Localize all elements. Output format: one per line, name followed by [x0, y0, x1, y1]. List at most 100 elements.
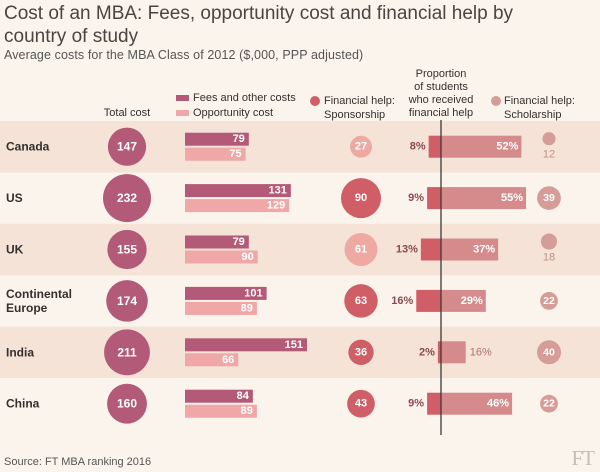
opportunity-bar [185, 404, 257, 418]
total-cost-label: 211 [117, 345, 137, 359]
total-cost-label: 147 [117, 140, 137, 154]
source-note: Source: FT MBA ranking 2016 [4, 456, 152, 468]
total-cost-circle [106, 280, 148, 322]
sponsorship-circle [348, 339, 374, 365]
sponsorship-label: 61 [355, 244, 367, 256]
proportion-right-label: 16% [470, 346, 492, 358]
opportunity-bar [185, 199, 290, 213]
proportion-right-bar [441, 392, 513, 415]
proportion-left-bar [416, 289, 441, 312]
opportunity-bar [185, 301, 257, 315]
proportion-left-bar [428, 135, 441, 158]
fees-bar [185, 132, 249, 146]
sponsorship-circle [350, 135, 372, 158]
scholarship-label: 22 [543, 295, 555, 307]
total-cost-label: 232 [117, 191, 137, 205]
total-cost-circle [104, 329, 150, 376]
legend-scholarship-label: Scholarship [504, 109, 561, 121]
opportunity-label: 66 [222, 354, 234, 366]
country-label: Canada [6, 140, 50, 154]
proportion-right-label: 29% [461, 295, 483, 307]
scholarship-label: 40 [543, 346, 555, 358]
fees-label: 79 [233, 236, 245, 248]
chart-subtitle: Average costs for the MBA Class of 2012 … [4, 48, 364, 62]
proportion-left-label: 16% [391, 295, 413, 307]
opportunity-bar [185, 147, 246, 161]
legend-sponsorship-label: Financial help: [324, 95, 395, 107]
scholarship-circle [542, 132, 556, 146]
opportunity-label: 75 [229, 148, 241, 160]
country-label: Continental [6, 287, 72, 301]
scholarship-circle [537, 340, 561, 365]
fees-bar [185, 184, 291, 198]
proportion-right-bar [441, 135, 522, 158]
total-cost-circle [103, 174, 151, 223]
legend-sponsorship-label: Sponsorship [324, 109, 385, 121]
total-cost-label: 174 [117, 294, 137, 308]
proportion-left-label: 13% [396, 244, 418, 256]
opportunity-label: 89 [241, 405, 253, 417]
total-cost-label: 160 [117, 397, 137, 411]
fees-label: 151 [285, 339, 303, 351]
total-cost-circle [107, 127, 147, 166]
fees-bar [185, 338, 307, 352]
proportion-left-bar [420, 238, 441, 261]
header-proportion: who received [408, 94, 474, 106]
opportunity-label: 90 [241, 251, 253, 263]
fees-label: 101 [244, 287, 262, 299]
proportion-left-label: 2% [419, 346, 435, 358]
header-total-cost: Total cost [104, 107, 150, 119]
scholarship-label: 39 [543, 192, 555, 204]
proportion-left-label: 9% [408, 398, 424, 410]
total-cost-label: 155 [117, 243, 137, 257]
opportunity-bar [185, 250, 258, 264]
fees-bar [185, 286, 267, 300]
sponsorship-circle [344, 284, 378, 318]
country-label: China [6, 397, 40, 411]
proportion-right-bar [441, 238, 499, 261]
legend-scholarship-swatch [491, 96, 501, 106]
proportion-right-bar [441, 187, 526, 210]
opportunity-bar [185, 353, 239, 367]
proportion-right-label: 52% [496, 141, 518, 153]
proportion-left-bar [427, 392, 441, 415]
chart-title: Cost of an MBA: Fees, opportunity cost a… [4, 3, 514, 47]
country-label: India [6, 345, 34, 359]
row-band [0, 223, 600, 276]
proportion-left-bar [437, 341, 441, 364]
sponsorship-circle [341, 178, 381, 219]
scholarship-circle [540, 394, 558, 413]
scholarship-circle [537, 186, 561, 210]
scholarship-label: 22 [543, 398, 555, 410]
scholarship-label: 18 [543, 252, 555, 264]
scholarship-circle [540, 292, 558, 310]
scholarship-label: 12 [543, 149, 555, 161]
fees-bar [185, 389, 253, 403]
proportion-right-label: 37% [473, 244, 495, 256]
proportion-right-label: 46% [487, 398, 509, 410]
proportion-left-label: 9% [408, 192, 424, 204]
sponsorship-label: 36 [355, 346, 367, 358]
legend-fees-swatch [176, 95, 189, 101]
proportion-left-label: 8% [410, 141, 426, 153]
header-proportion: Proportion [416, 68, 467, 80]
country-label: UK [6, 243, 24, 257]
sponsorship-circle [344, 233, 378, 266]
legend-opportunity-label: Opportunity cost [193, 107, 273, 119]
legend-scholarship-label: Financial help: [504, 95, 575, 107]
proportion-right-bar [441, 289, 486, 312]
proportion-right-bar [441, 341, 466, 364]
legend-fees-label: Fees and other costs [193, 92, 296, 104]
total-cost-circle [107, 229, 147, 270]
fees-label: 131 [268, 185, 286, 197]
row-band [0, 326, 600, 378]
fees-label: 79 [233, 133, 245, 145]
opportunity-label: 89 [241, 302, 253, 314]
legend-opportunity-swatch [176, 110, 189, 116]
country-label: US [6, 191, 23, 205]
fees-bar [185, 235, 249, 249]
country-label: Europe [6, 301, 48, 315]
sponsorship-label: 63 [355, 295, 367, 307]
header-proportion: financial help [409, 107, 473, 119]
